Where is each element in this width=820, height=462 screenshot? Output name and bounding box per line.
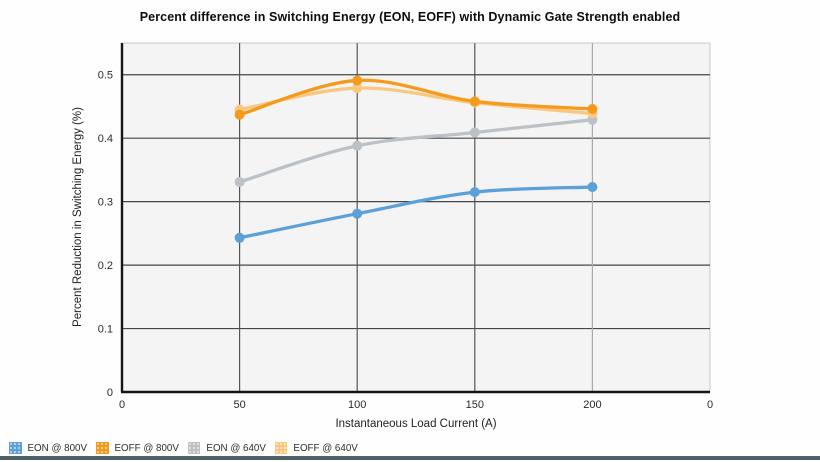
legend-swatch-eoff-800v	[96, 441, 109, 455]
chart-legend: EON @ 800V EOFF @ 800V EON @ 640V EOFF @…	[9, 441, 367, 455]
series-point-eon-800v[interactable]	[469, 187, 480, 198]
legend-label: EOFF @ 800V	[114, 442, 179, 454]
legend-item-eon-640v[interactable]: EON @ 640V	[187, 441, 266, 455]
series-point-eoff-800v[interactable]	[352, 75, 363, 86]
legend-item-eoff-640v[interactable]: EOFF @ 640V	[274, 441, 358, 455]
legend-swatch-eoff-640v	[274, 441, 288, 455]
series-point-eoff-800v[interactable]	[234, 109, 245, 120]
legend-label: EON @ 800V	[27, 442, 88, 454]
plot-area-bg	[122, 43, 710, 392]
y-tick-label: 0.1	[98, 324, 113, 336]
y-tick-label: 0	[107, 387, 113, 399]
legend-swatch-eon-800v	[9, 441, 22, 455]
x-tick-label: 0	[119, 399, 125, 411]
legend-item-eoff-800v[interactable]: EOFF @ 800V	[96, 441, 179, 455]
x-tick-label: 100	[348, 399, 366, 411]
x-axis-title: Instantaneous Load Current (A)	[335, 418, 497, 430]
series-point-eon-640v[interactable]	[234, 176, 245, 187]
series-point-eon-640v[interactable]	[469, 127, 480, 138]
legend-label: EON @ 640V	[206, 442, 266, 454]
series-point-eon-800v[interactable]	[587, 182, 598, 193]
x-tick-label: 150	[466, 399, 484, 411]
series-line-eon-800v	[237, 185, 595, 240]
bottom-accent-bar	[0, 456, 820, 460]
series-point-eon-800v[interactable]	[234, 232, 245, 243]
y-axis-title: Percent Reduction in Switching Energy (%…	[72, 107, 84, 327]
series-point-eoff-640v[interactable]	[352, 83, 363, 94]
y-tick-label: 0.4	[98, 133, 113, 145]
legend-item-eon-800v[interactable]: EON @ 800V	[9, 441, 88, 455]
y-tick-label: 0.5	[98, 70, 113, 82]
legend-label: EOFF @ 640V	[293, 442, 358, 454]
x-tick-label: 200	[583, 399, 601, 411]
chart-title: Percent difference in Switching Energy (…	[139, 10, 681, 24]
series-point-eon-800v[interactable]	[352, 208, 363, 219]
series-point-eon-640v[interactable]	[352, 140, 363, 151]
x-tick-label: 0	[707, 399, 713, 411]
series-line-eoff-800v	[237, 78, 595, 117]
series-point-eoff-800v[interactable]	[469, 96, 480, 107]
legend-swatch-eon-640v	[187, 441, 201, 455]
x-tick-label: 50	[233, 399, 245, 411]
y-tick-label: 0.2	[98, 260, 113, 272]
series-line-eon-640v	[237, 118, 595, 184]
series-point-eoff-800v[interactable]	[587, 103, 598, 114]
y-tick-label: 0.3	[98, 197, 113, 209]
